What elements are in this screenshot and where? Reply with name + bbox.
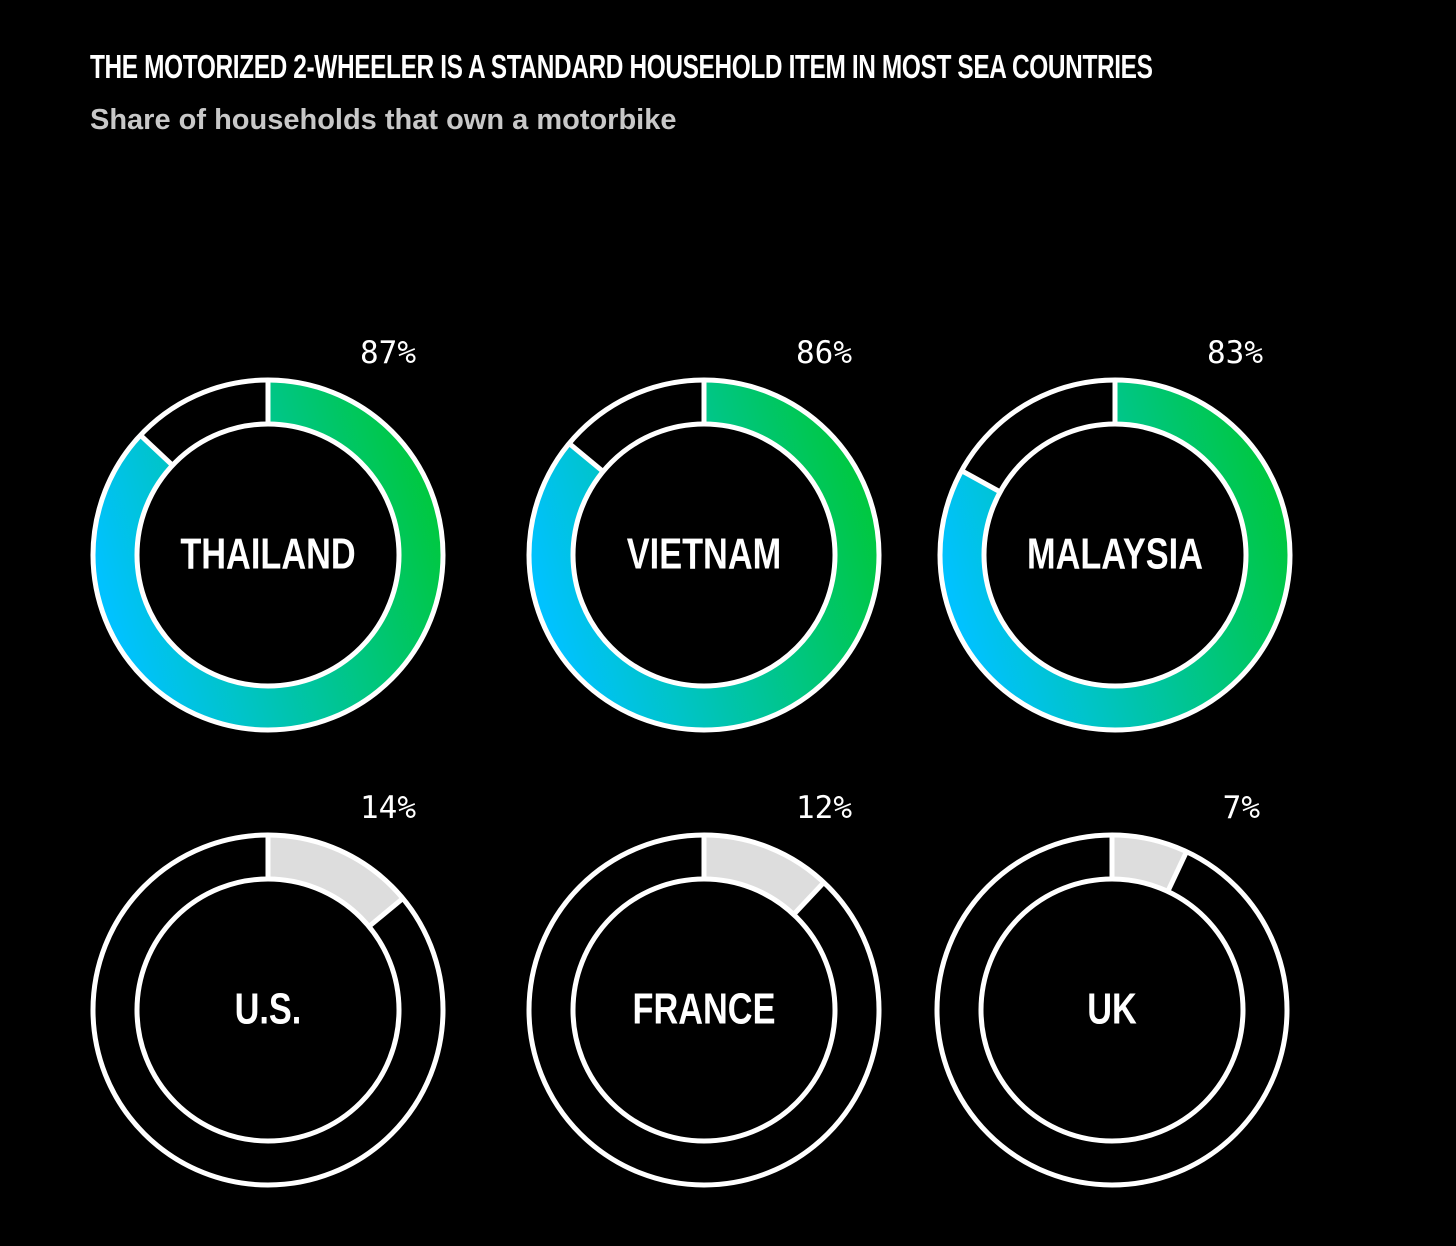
- value-label-malaysia: 83%: [1207, 335, 1263, 371]
- country-label-france: FRANCE: [633, 985, 776, 1034]
- country-label-thailand: THAILAND: [180, 530, 355, 579]
- chart-title: THE MOTORIZED 2-WHEELER IS A STANDARD HO…: [90, 48, 1153, 85]
- donut-u-s: U.S. 14%: [90, 790, 446, 1188]
- country-label-uk: UK: [1087, 985, 1137, 1034]
- donut-segment-uk: [1112, 835, 1187, 892]
- donut-segment-u-s: [268, 835, 403, 927]
- donut-uk: UK 7%: [934, 790, 1290, 1188]
- value-label-thailand: 87%: [360, 335, 416, 371]
- donut-france: FRANCE 12%: [526, 790, 882, 1188]
- donut-vietnam: VIETNAM 86%: [526, 335, 882, 733]
- country-label-vietnam: VIETNAM: [627, 530, 781, 579]
- donut-divider-end: [367, 896, 405, 929]
- donut-malaysia: MALAYSIA 83%: [937, 335, 1293, 733]
- value-label-uk: 7%: [1223, 790, 1261, 826]
- donut-divider-end: [1165, 850, 1189, 893]
- donut-divider-end: [960, 468, 1002, 495]
- country-label-u-s: U.S.: [235, 985, 302, 1034]
- chart-header: THE MOTORIZED 2-WHEELER IS A STANDARD HO…: [90, 48, 1456, 137]
- value-label-u-s: 14%: [360, 790, 416, 826]
- value-label-vietnam: 86%: [796, 335, 852, 371]
- chart-subtitle: Share of households that own a motorbike: [90, 104, 677, 136]
- donut-thailand: THAILAND 87%: [90, 335, 446, 733]
- donut-segment-france: [704, 835, 824, 915]
- value-label-france: 12%: [796, 790, 852, 826]
- donut-divider-end: [567, 441, 605, 474]
- country-label-malaysia: MALAYSIA: [1027, 530, 1203, 579]
- donut-divider-end: [138, 433, 175, 468]
- donut-divider-end: [791, 880, 826, 917]
